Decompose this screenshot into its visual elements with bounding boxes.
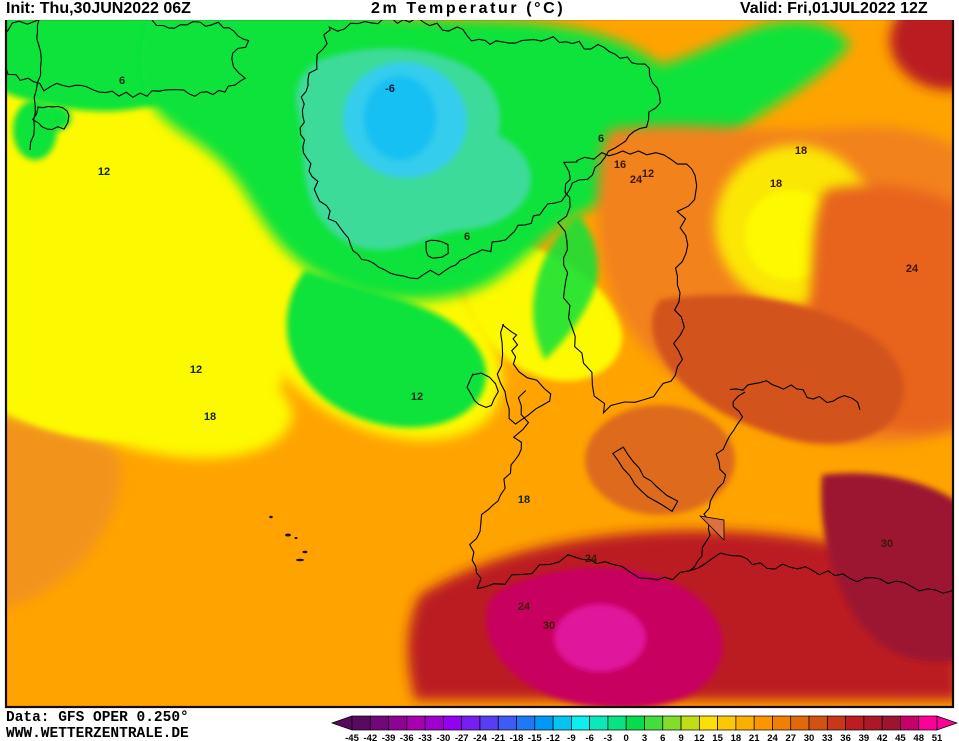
svg-text:30: 30 <box>881 538 893 550</box>
svg-text:-36: -36 <box>400 733 414 741</box>
svg-text:3: 3 <box>642 733 647 741</box>
svg-text:12: 12 <box>642 168 654 180</box>
svg-text:24: 24 <box>585 553 598 565</box>
svg-text:-6: -6 <box>385 83 395 95</box>
svg-text:36: 36 <box>840 733 851 741</box>
svg-text:42: 42 <box>877 733 888 741</box>
svg-text:-24: -24 <box>473 733 487 741</box>
svg-text:-45: -45 <box>345 733 359 741</box>
svg-text:18: 18 <box>770 178 782 190</box>
svg-text:21: 21 <box>749 733 760 741</box>
svg-text:18: 18 <box>518 494 530 506</box>
svg-text:15: 15 <box>712 733 723 741</box>
svg-text:18: 18 <box>731 733 742 741</box>
svg-text:45: 45 <box>895 733 906 741</box>
svg-text:6: 6 <box>598 133 604 145</box>
svg-text:-15: -15 <box>528 733 542 741</box>
svg-text:30: 30 <box>543 620 555 632</box>
svg-text:39: 39 <box>859 733 870 741</box>
svg-text:12: 12 <box>98 166 110 178</box>
svg-text:-21: -21 <box>491 733 505 741</box>
svg-text:-27: -27 <box>455 733 469 741</box>
svg-text:12: 12 <box>190 364 202 376</box>
svg-text:12: 12 <box>411 391 423 403</box>
svg-text:-30: -30 <box>437 733 451 741</box>
svg-text:12: 12 <box>694 733 705 741</box>
svg-text:24: 24 <box>630 174 643 186</box>
svg-text:-42: -42 <box>363 733 377 741</box>
svg-text:30: 30 <box>804 733 815 741</box>
svg-text:-6: -6 <box>585 733 593 741</box>
svg-text:24: 24 <box>906 263 919 275</box>
svg-text:51: 51 <box>932 733 943 741</box>
svg-text:6: 6 <box>464 231 470 243</box>
svg-text:24: 24 <box>767 733 778 741</box>
svg-text:18: 18 <box>795 145 807 157</box>
svg-text:-9: -9 <box>567 733 575 741</box>
svg-text:-3: -3 <box>604 733 612 741</box>
svg-text:33: 33 <box>822 733 833 741</box>
svg-text:16: 16 <box>614 159 626 171</box>
svg-text:9: 9 <box>678 733 683 741</box>
svg-text:18: 18 <box>204 411 216 423</box>
svg-text:27: 27 <box>786 733 797 741</box>
svg-text:24: 24 <box>518 601 531 613</box>
svg-text:48: 48 <box>913 733 924 741</box>
svg-text:6: 6 <box>119 75 125 87</box>
svg-text:-39: -39 <box>382 733 396 741</box>
svg-text:6: 6 <box>660 733 665 741</box>
svg-text:0: 0 <box>624 733 629 741</box>
svg-text:-12: -12 <box>546 733 560 741</box>
svg-text:-18: -18 <box>510 733 524 741</box>
svg-text:-33: -33 <box>418 733 432 741</box>
